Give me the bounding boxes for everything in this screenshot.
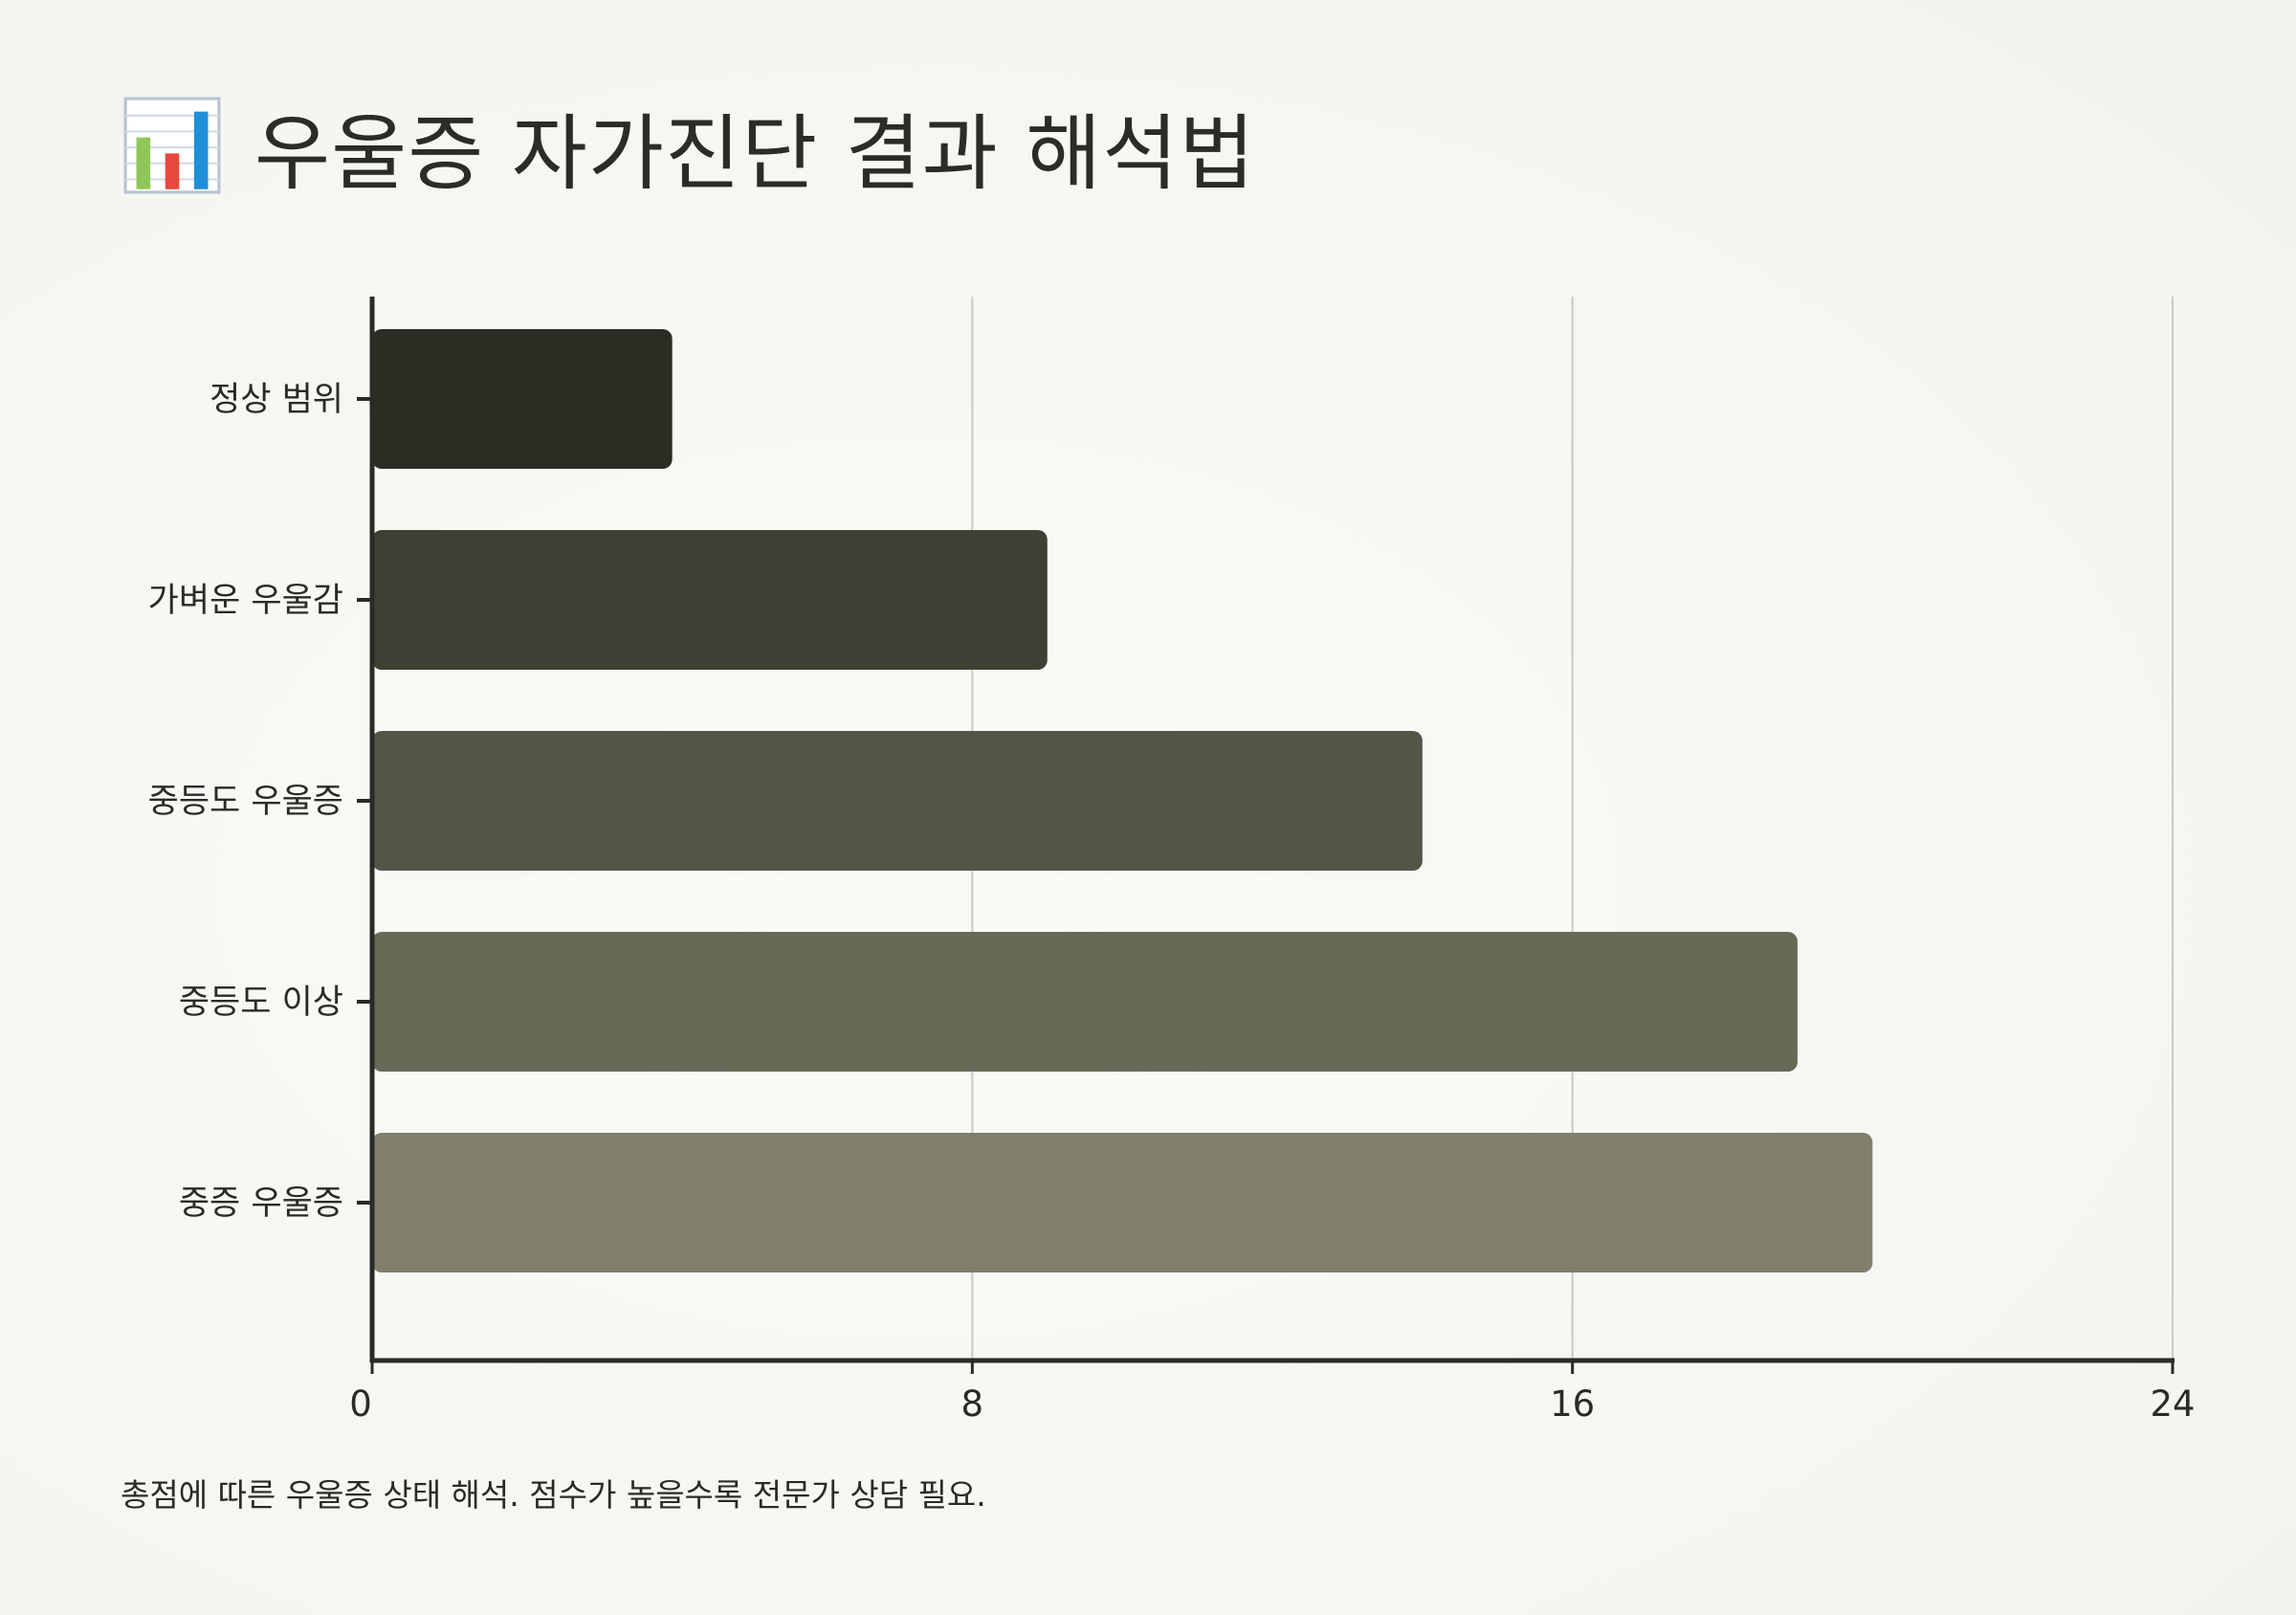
axes <box>357 297 2175 1374</box>
y-tick-label: 중증 우울증 <box>179 1184 343 1223</box>
chart-caption: 총점에 따른 우울증 상태 해석. 점수가 높을수록 전문가 상담 필요. <box>121 1476 986 1514</box>
y-tick-label: 정상 범위 <box>210 381 343 419</box>
bar <box>372 329 673 469</box>
x-tick-label: 24 <box>2150 1383 2195 1425</box>
y-tick-label: 중등도 이상 <box>179 984 343 1022</box>
title-row: 우울증 자가진단 결과 해석법 <box>122 92 1255 202</box>
bar <box>372 530 1048 670</box>
bar <box>372 731 1423 871</box>
bar-chart-icon <box>123 97 221 194</box>
bar <box>372 1133 1873 1272</box>
page-title: 우울증 자가진단 결과 해석법 <box>254 105 1256 202</box>
y-tick-label: 가벼운 우울감 <box>148 582 343 620</box>
x-tick-label: 0 <box>349 1383 372 1425</box>
bars <box>372 329 1873 1272</box>
y-tick-label: 중등도 우울증 <box>148 783 343 821</box>
x-tick-label: 8 <box>961 1383 984 1425</box>
x-tick-label: 16 <box>1550 1383 1595 1425</box>
bar <box>372 932 1798 1072</box>
